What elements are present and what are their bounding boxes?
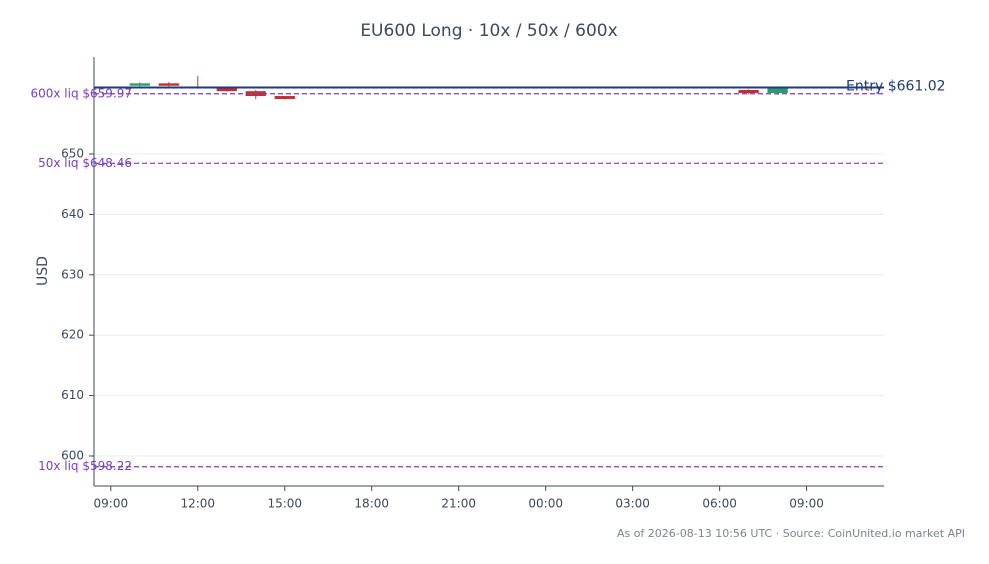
x-tick-label: 00:00 (528, 497, 563, 511)
y-tick-label: 630 (61, 267, 84, 281)
x-tick-label: 06:00 (702, 497, 737, 511)
x-tick-label: 12:00 (180, 497, 215, 511)
chart-title: EU600 Long · 10x / 50x / 600x (360, 21, 617, 41)
y-tick-label: 640 (61, 207, 84, 221)
candle-body (738, 89, 759, 93)
x-tick-label: 09:00 (94, 497, 129, 511)
reference-label: 600x liq $659.97 (30, 86, 132, 100)
x-tick-label: 15:00 (267, 497, 302, 511)
y-tick-label: 650 (61, 146, 84, 160)
candle-body (274, 96, 295, 100)
reference-label: Entry $661.02 (846, 78, 946, 94)
x-tick-label: 09:00 (789, 497, 824, 511)
x-tick-label: 21:00 (441, 497, 476, 511)
footer: As of 2026-08-13 10:56 UTC · Source: Coi… (617, 527, 965, 540)
x-tick-label: 03:00 (615, 497, 650, 511)
x-tick-label: 18:00 (354, 497, 389, 511)
reference-label: 10x liq $598.22 (38, 459, 132, 473)
y-axis-label: USD (35, 256, 51, 286)
y-tick-label: 600 (61, 448, 84, 462)
candle-body (216, 87, 237, 92)
candle-body (129, 83, 150, 86)
y-tick-label: 610 (61, 388, 84, 402)
y-tick-label: 620 (61, 328, 84, 342)
reference-label: 50x liq $648.46 (38, 156, 132, 170)
candle-body (767, 87, 788, 93)
candle-body (158, 83, 179, 86)
